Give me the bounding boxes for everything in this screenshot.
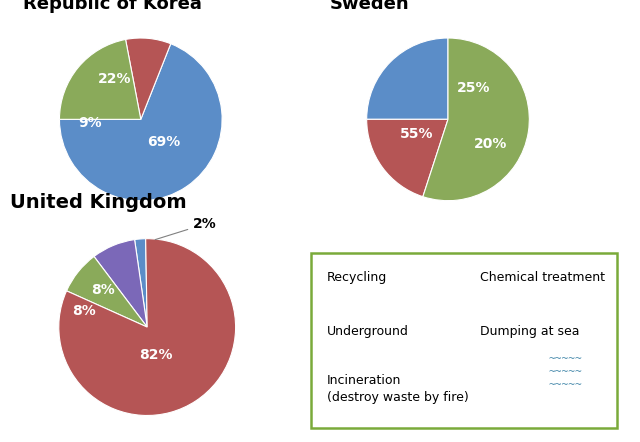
Text: ~~~~~: ~~~~~ — [549, 354, 582, 364]
Wedge shape — [367, 119, 448, 197]
Wedge shape — [59, 239, 236, 415]
Text: ~~~~~: ~~~~~ — [549, 380, 582, 390]
Text: United Kingdom: United Kingdom — [10, 193, 187, 212]
Text: 8%: 8% — [72, 304, 95, 318]
Wedge shape — [423, 38, 529, 201]
Wedge shape — [67, 256, 147, 327]
Text: Sweden: Sweden — [330, 0, 410, 13]
Wedge shape — [367, 38, 448, 119]
Wedge shape — [60, 44, 222, 201]
Text: Chemical treatment: Chemical treatment — [481, 271, 605, 284]
Text: 25%: 25% — [457, 81, 491, 95]
FancyBboxPatch shape — [310, 253, 618, 427]
Wedge shape — [60, 39, 141, 119]
Text: Republic of Korea: Republic of Korea — [23, 0, 202, 13]
Text: Underground: Underground — [327, 324, 409, 338]
Wedge shape — [125, 38, 171, 119]
Text: 9%: 9% — [79, 116, 102, 130]
Wedge shape — [94, 240, 147, 327]
Text: 22%: 22% — [98, 72, 132, 86]
Text: Recycling: Recycling — [327, 271, 387, 284]
Text: 8%: 8% — [91, 283, 115, 297]
Text: 55%: 55% — [401, 127, 434, 141]
Text: 82%: 82% — [140, 348, 173, 362]
Text: ~~~~~: ~~~~~ — [549, 367, 582, 377]
Text: 69%: 69% — [147, 135, 180, 149]
Text: Incineration
(destroy waste by fire): Incineration (destroy waste by fire) — [327, 373, 468, 404]
Text: Dumping at sea: Dumping at sea — [481, 324, 580, 338]
Text: 2%: 2% — [155, 217, 217, 240]
Text: 20%: 20% — [474, 137, 507, 151]
Wedge shape — [134, 239, 147, 327]
